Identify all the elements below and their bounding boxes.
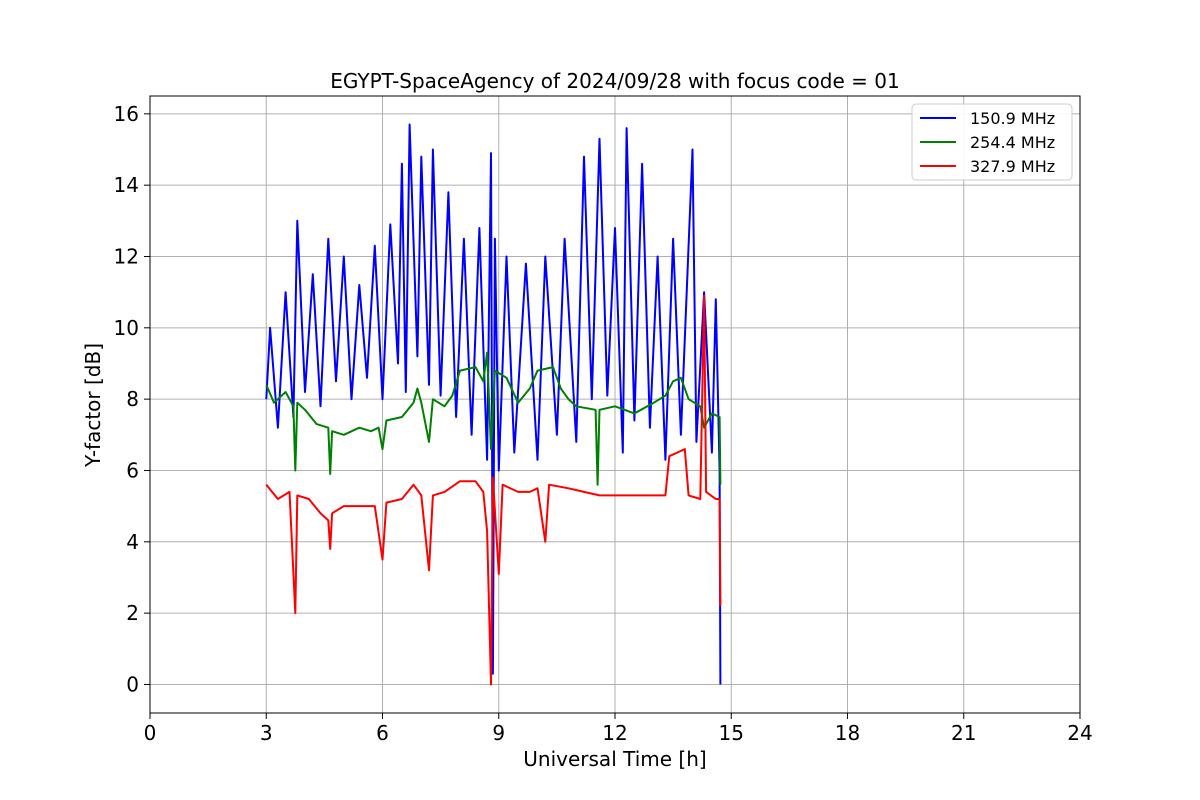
x-tick-label: 24 xyxy=(1067,721,1092,745)
x-tick-label: 0 xyxy=(144,721,157,745)
y-axis-label: Y-factor [dB] xyxy=(81,343,105,468)
x-axis: 0 3 6 9 12 15 18 21 24 xyxy=(144,713,1093,745)
series-line-3 xyxy=(265,294,722,686)
x-tick-label: 3 xyxy=(260,721,273,745)
y-tick-label: 16 xyxy=(114,102,139,126)
y-tick-label: 10 xyxy=(114,316,139,340)
x-tick-label: 12 xyxy=(602,721,627,745)
chart-title: EGYPT-SpaceAgency of 2024/09/28 with foc… xyxy=(330,69,899,93)
x-tick-label: 18 xyxy=(835,721,860,745)
legend-label: 150.9 MHz xyxy=(970,109,1055,128)
y-tick-label: 12 xyxy=(114,244,139,268)
x-tick-label: 6 xyxy=(376,721,389,745)
y-tick-label: 0 xyxy=(126,672,139,696)
series-line-1 xyxy=(265,123,722,685)
y-tick-label: 4 xyxy=(126,530,139,554)
x-tick-label: 9 xyxy=(492,721,505,745)
y-tick-label: 6 xyxy=(126,458,139,482)
legend: 150.9 MHz 254.4 MHz 327.9 MHz xyxy=(911,103,1073,181)
legend-box xyxy=(911,103,1073,181)
y-tick-label: 2 xyxy=(126,601,139,625)
legend-label: 254.4 MHz xyxy=(970,133,1055,152)
legend-label: 327.9 MHz xyxy=(970,157,1055,176)
y-axis: 0 2 4 6 8 10 12 14 16 xyxy=(114,102,150,696)
x-tick-label: 15 xyxy=(719,721,744,745)
series-layer xyxy=(265,123,722,686)
x-tick-label: 21 xyxy=(951,721,976,745)
y-tick-label: 8 xyxy=(126,387,139,411)
series-line-2 xyxy=(265,351,722,486)
y-tick-label: 14 xyxy=(114,173,139,197)
x-axis-label: Universal Time [h] xyxy=(523,747,706,771)
grid xyxy=(149,96,1081,713)
